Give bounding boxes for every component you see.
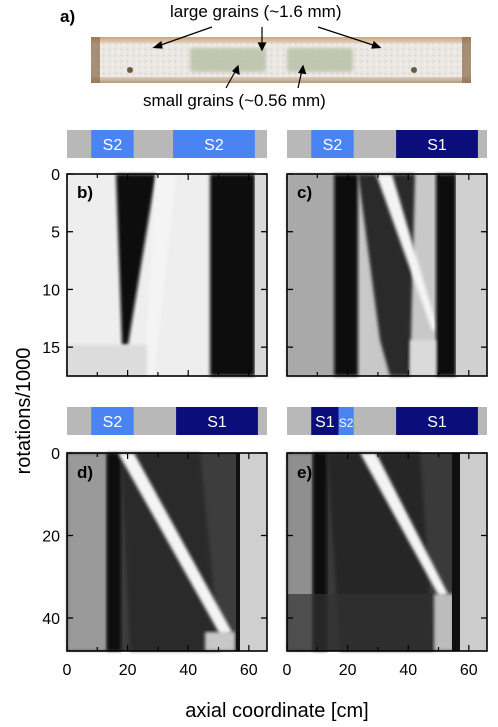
panel-a-label: a) (60, 7, 75, 26)
segment-s2 (91, 130, 134, 158)
y-tick-label: 20 (42, 529, 60, 546)
segment-label: S2 (204, 137, 224, 154)
x-tick-label: 0 (283, 662, 292, 679)
x-tick-label: 20 (119, 662, 137, 679)
segment-label: S1 (427, 137, 447, 154)
x-axis-label: axial coordinate [cm] (185, 700, 368, 722)
x-tick-label: 60 (240, 662, 258, 679)
panel-e: e) (286, 452, 488, 652)
axis-ticks: 0 5 10 15 0 20 40 0 20 40 60 0 20 40 60 (42, 167, 487, 679)
y-tick-label: 40 (42, 611, 60, 628)
panel-e-label: e) (297, 463, 312, 482)
x-tick-label: 60 (460, 662, 478, 679)
segment-s1 (311, 407, 339, 435)
segment-bar-c: S2 S1 (287, 130, 487, 158)
y-tick-label: 10 (42, 282, 60, 299)
segment-label: S1 (315, 414, 335, 431)
segment-s2 (311, 130, 354, 158)
y-tick-label: 15 (42, 340, 60, 357)
panel-d-label: d) (77, 463, 93, 482)
segment-label: S2 (103, 414, 123, 431)
segment-bar-b: S2 S2 (67, 130, 267, 158)
segment-label: S2 (323, 137, 343, 154)
panel-c-label: c) (297, 183, 312, 202)
tube-photo (91, 37, 471, 83)
y-tick-label: 0 (51, 446, 60, 463)
segment-s1 (396, 130, 478, 158)
y-axis-label: rotations/1000 (13, 348, 35, 475)
segment-s1 (176, 407, 258, 435)
x-tick-label: 40 (399, 662, 417, 679)
panel-b-label: b) (77, 183, 93, 202)
panel-c: c) (286, 173, 488, 377)
segment-bar-d: S2 S1 (67, 407, 267, 435)
panel-d: d) (66, 452, 268, 652)
annotation-arrows (152, 26, 382, 89)
segment-s2 (338, 407, 354, 435)
panel-b: b) (66, 173, 268, 377)
segment-s1 (396, 407, 478, 435)
segment-label: S2 (103, 137, 123, 154)
x-tick-label: 0 (63, 662, 72, 679)
y-tick-label: 0 (51, 167, 60, 184)
annotation-small-grains: small grains (~0.56 mm) (143, 91, 326, 110)
x-tick-label: 20 (339, 662, 357, 679)
annotation-large-grains: large grains (~1.6 mm) (170, 2, 341, 21)
y-tick-label: 5 (51, 225, 60, 242)
small-grains-band-1 (190, 48, 266, 72)
segment-s2 (91, 407, 134, 435)
segment-bar-e: S1 S2 S1 (287, 407, 487, 435)
x-tick-label: 40 (179, 662, 197, 679)
small-grains-band-2 (287, 48, 353, 72)
segment-s2 (173, 130, 255, 158)
segment-label: S1 (427, 414, 447, 431)
segment-label: S1 (207, 414, 227, 431)
segment-label: S2 (339, 416, 354, 430)
